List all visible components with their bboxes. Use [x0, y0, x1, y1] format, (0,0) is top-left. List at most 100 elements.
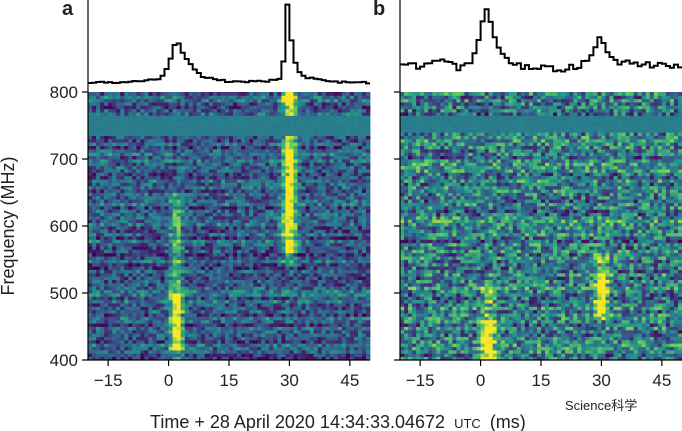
- heatmap-cell: [140, 135, 145, 140]
- heatmap-cell: [176, 293, 182, 297]
- heatmap-cell: [309, 336, 314, 341]
- heatmap-cell: [285, 252, 290, 257]
- heatmap-cell: [92, 142, 97, 146]
- heatmap-cell: [253, 148, 258, 153]
- heatmap-cell: [168, 205, 173, 210]
- heatmap-cell: [212, 236, 218, 240]
- heatmap-cell: [265, 309, 270, 314]
- heatmap-cell: [176, 249, 182, 254]
- heatmap-cell: [100, 209, 105, 213]
- heatmap-cell: [309, 142, 314, 146]
- heatmap-cell: [337, 195, 343, 200]
- heatmap-cell: [257, 306, 262, 311]
- heatmap-cell: [237, 256, 242, 260]
- heatmap-cell: [144, 142, 149, 146]
- heatmap-cell: [124, 256, 129, 260]
- heatmap-cell: [96, 172, 101, 177]
- heatmap-cell: [265, 205, 270, 210]
- heatmap-cell: [160, 336, 165, 341]
- heatmap-cell: [148, 313, 153, 317]
- heatmap-cell: [345, 122, 351, 126]
- heatmap-cell: [285, 286, 290, 291]
- heatmap-cell: [273, 276, 278, 280]
- heatmap-cell: [317, 339, 323, 344]
- heatmap-cell: [261, 296, 266, 301]
- heatmap-cell: [104, 172, 109, 177]
- heatmap-cell: [184, 148, 190, 153]
- heatmap-cell: [224, 189, 230, 193]
- heatmap-cell: [301, 226, 306, 230]
- heatmap-cell: [277, 289, 282, 294]
- heatmap-cell: [124, 356, 129, 361]
- heatmap-cell: [249, 313, 254, 317]
- heatmap-cell: [92, 259, 97, 264]
- heatmap-cell: [349, 159, 355, 163]
- heatmap-cell: [305, 182, 310, 187]
- heatmap-cell: [293, 138, 298, 143]
- heatmap-cell: [345, 256, 351, 260]
- heatmap-cell: [96, 138, 101, 143]
- heatmap-cell: [156, 205, 161, 210]
- heatmap-cell: [349, 349, 355, 354]
- heatmap-cell: [333, 219, 339, 224]
- heatmap-cell: [353, 152, 359, 157]
- heatmap-cell: [285, 333, 290, 337]
- heatmap-cell: [249, 329, 254, 334]
- heatmap-cell: [100, 316, 105, 321]
- heatmap-cell: [293, 172, 298, 177]
- heatmap-cell: [144, 282, 149, 287]
- heatmap-cell: [341, 326, 347, 331]
- heatmap-cell: [237, 269, 242, 274]
- heatmap-cell: [289, 159, 294, 163]
- heatmap-cell: [180, 135, 186, 140]
- heatmap-cell: [132, 319, 137, 324]
- heatmap-cell: [317, 142, 323, 146]
- heatmap-cell: [188, 215, 194, 220]
- heatmap-cell: [220, 159, 226, 163]
- heatmap-cell: [265, 152, 270, 157]
- heatmap-cell: [200, 132, 206, 136]
- heatmap-cell: [357, 252, 363, 257]
- heatmap-cell: [132, 303, 137, 307]
- heatmap-cell: [128, 219, 133, 224]
- heatmap-cell: [305, 293, 310, 297]
- heatmap-cell: [301, 142, 306, 146]
- heatmap-cell: [329, 128, 335, 133]
- heatmap-cell: [152, 189, 157, 193]
- heatmap-cell: [265, 293, 270, 297]
- heatmap-cell: [200, 319, 206, 324]
- heatmap-cell: [92, 299, 97, 304]
- heatmap-cell: [172, 215, 178, 220]
- heatmap-cell: [289, 185, 294, 190]
- heatmap-cell: [297, 192, 302, 197]
- heatmap-cell: [104, 282, 109, 287]
- heatmap-cell: [345, 282, 351, 287]
- heatmap-cell: [289, 262, 294, 267]
- heatmap-cell: [148, 202, 153, 207]
- heatmap-cell: [301, 279, 306, 284]
- heatmap-cell: [269, 219, 274, 224]
- heatmap-cell: [172, 185, 178, 190]
- heatmap-cell: [88, 155, 93, 160]
- heatmap-cell: [277, 279, 282, 284]
- heatmap-cell: [188, 239, 194, 244]
- heatmap-cell: [172, 148, 178, 153]
- heatmap-cell: [148, 229, 153, 234]
- heatmap-cell: [365, 353, 371, 358]
- heatmap-cell: [136, 159, 141, 163]
- heatmap-cell: [224, 256, 230, 260]
- heatmap-cell: [233, 306, 238, 311]
- heatmap-cell: [184, 189, 190, 193]
- heatmap-cell: [233, 175, 238, 180]
- heatmap-cell: [345, 326, 351, 331]
- heatmap-cell: [345, 155, 351, 160]
- heatmap-cell: [301, 229, 306, 234]
- heatmap-cell: [112, 205, 117, 210]
- heatmap-cell: [313, 202, 319, 207]
- heatmap-cell: [353, 246, 359, 250]
- heatmap-cell: [317, 226, 323, 230]
- heatmap-cell: [100, 195, 105, 200]
- heatmap-cell: [329, 286, 335, 291]
- heatmap-cell: [148, 246, 153, 250]
- heatmap-cell: [241, 323, 246, 327]
